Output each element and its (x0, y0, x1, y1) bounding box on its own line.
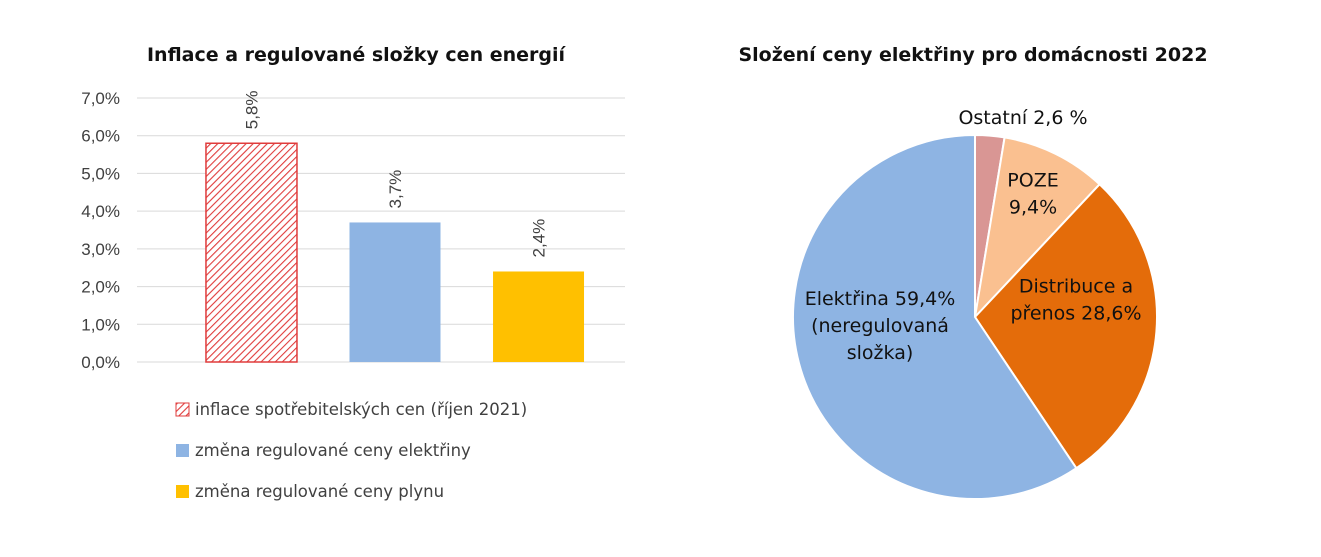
bar-data-label: 5,8% (242, 91, 261, 130)
pie-label-3: Distribuce a přenos 28,6% (1010, 276, 1141, 325)
bar-chart: Inflace a regulované složky cen energií … (81, 44, 625, 501)
pie-label-1: Ostatní 2,6 % (958, 107, 1087, 129)
pie-labels: Ostatní 2,6 % POZE 9,4% Distribuce a přenos … (805, 107, 1142, 364)
legend-swatch (175, 402, 190, 417)
y-tick-label: 1,0% (81, 315, 120, 334)
bar-chart-title: Inflace a regulované složky cen energií (147, 44, 567, 66)
pie-chart: Složení ceny elektřiny pro domácnosti 20… (738, 44, 1208, 500)
y-tick-label: 6,0% (81, 127, 120, 146)
bar-2 (349, 222, 441, 362)
bar-3 (493, 271, 585, 362)
pie-slice-3 (973, 182, 1158, 470)
pie-chart-title: Složení ceny elektřiny pro domácnosti 20… (738, 44, 1207, 66)
legend-label: změna regulované ceny elektřiny (195, 441, 471, 460)
y-tick-label: 3,0% (81, 240, 120, 259)
legend-swatch (176, 485, 189, 498)
bar-data-label: 2,4% (530, 219, 549, 258)
y-tick-label: 7,0% (81, 89, 120, 108)
legend-label: změna regulované ceny plynu (195, 482, 444, 501)
pie-slices (792, 133, 1158, 500)
bar-series (205, 142, 585, 363)
y-tick-label: 2,0% (81, 278, 120, 297)
pie-label-2: POZE 9,4% (1007, 170, 1058, 219)
legend-label: inflace spotřebitelských cen (říjen 2021… (195, 400, 527, 419)
pie-label-4: Elektřina 59,4% (neregulovaná složka) (805, 288, 956, 364)
bar-legend: inflace spotřebitelských cen (říjen 2021… (175, 400, 527, 501)
bar-data-labels: 5,8% 3,7% 2,4% (242, 91, 548, 258)
bar-y-axis: 0,0% 1,0% 2,0% 3,0% 4,0% 5,0% 6,0% 7,0% (81, 89, 120, 372)
y-tick-label: 0,0% (81, 353, 120, 372)
pie-slice-4 (792, 133, 1078, 500)
pie-slice-2 (973, 136, 1102, 321)
y-tick-label: 5,0% (81, 164, 120, 183)
y-tick-label: 4,0% (81, 202, 120, 221)
bar-data-label: 3,7% (386, 170, 405, 209)
legend-swatch (176, 444, 189, 457)
bar-1 (205, 142, 298, 363)
